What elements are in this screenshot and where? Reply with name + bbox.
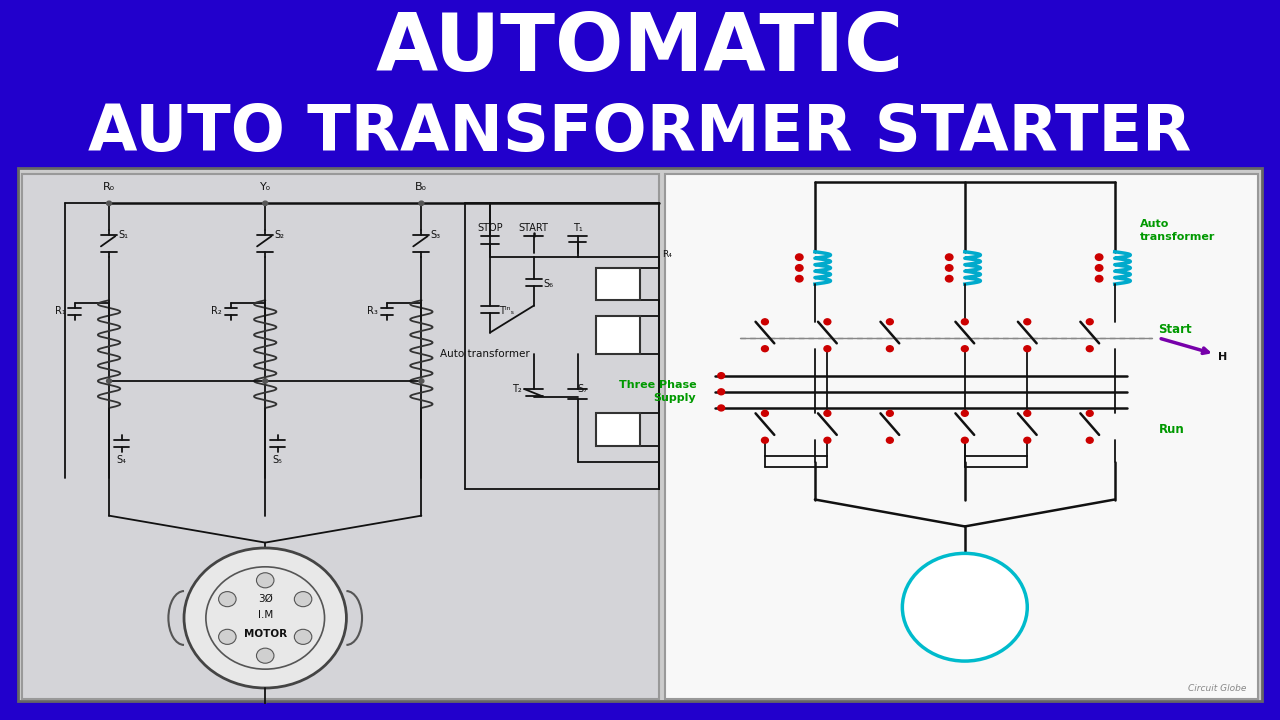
Circle shape: [796, 265, 803, 271]
Circle shape: [961, 319, 968, 325]
Circle shape: [718, 373, 724, 379]
Text: AUTO TRANSFORMER STARTER: AUTO TRANSFORMER STARTER: [88, 102, 1192, 164]
Circle shape: [1024, 346, 1030, 351]
Text: Tᴵⁿₛ: Tᴵⁿₛ: [499, 306, 515, 316]
Circle shape: [262, 379, 268, 383]
Text: S₅: S₅: [273, 455, 283, 465]
Text: S₆: S₆: [543, 279, 553, 289]
Text: Three Phase
Supply: Three Phase Supply: [618, 380, 696, 403]
Circle shape: [824, 410, 831, 416]
Circle shape: [824, 346, 831, 351]
Circle shape: [294, 592, 312, 607]
Circle shape: [902, 554, 1028, 661]
Bar: [596, 268, 640, 300]
Circle shape: [1096, 276, 1103, 282]
Text: R₁: R₁: [55, 306, 65, 316]
Bar: [22, 174, 659, 699]
Circle shape: [762, 410, 768, 416]
Circle shape: [1024, 437, 1030, 444]
Circle shape: [762, 437, 768, 444]
Circle shape: [946, 276, 952, 282]
Text: T₁: T₁: [572, 222, 582, 233]
Text: Auto
transformer: Auto transformer: [1139, 219, 1215, 242]
Circle shape: [887, 410, 893, 416]
Text: I.M: I.M: [257, 611, 273, 621]
Text: STOP: STOP: [477, 222, 503, 233]
Circle shape: [1096, 265, 1103, 271]
Text: Start: Start: [1158, 323, 1192, 336]
Polygon shape: [191, 704, 340, 720]
Circle shape: [796, 254, 803, 261]
Circle shape: [1087, 437, 1093, 444]
Text: START: START: [518, 222, 549, 233]
Text: Circuit Globe: Circuit Globe: [1188, 685, 1245, 693]
Circle shape: [824, 319, 831, 325]
Circle shape: [824, 437, 831, 444]
Circle shape: [184, 548, 347, 688]
Text: Run: Run: [1158, 423, 1184, 436]
Circle shape: [762, 319, 768, 325]
Circle shape: [946, 265, 952, 271]
Text: S₁: S₁: [119, 230, 128, 240]
Text: R₄: R₄: [662, 250, 672, 259]
Text: MOTOR: MOTOR: [243, 629, 287, 639]
Circle shape: [796, 276, 803, 282]
Circle shape: [1087, 319, 1093, 325]
Text: Motor: Motor: [942, 600, 988, 614]
Circle shape: [106, 379, 111, 383]
Text: S₄: S₄: [116, 455, 127, 465]
Bar: [596, 413, 640, 446]
Circle shape: [106, 201, 111, 205]
Circle shape: [762, 346, 768, 351]
Circle shape: [946, 254, 952, 261]
Circle shape: [718, 405, 724, 411]
Circle shape: [887, 346, 893, 351]
Text: R: R: [614, 423, 622, 436]
Text: Auto transformer: Auto transformer: [440, 349, 530, 359]
Circle shape: [219, 592, 236, 607]
Circle shape: [1024, 319, 1030, 325]
Circle shape: [219, 629, 236, 644]
Circle shape: [1087, 410, 1093, 416]
Text: Yₒ: Yₒ: [260, 182, 271, 192]
Text: T: T: [614, 329, 622, 342]
Circle shape: [256, 572, 274, 588]
Bar: [596, 316, 640, 354]
Circle shape: [718, 389, 724, 395]
Circle shape: [961, 437, 968, 444]
Circle shape: [1096, 254, 1103, 261]
Circle shape: [419, 201, 424, 205]
Text: 3Ø: 3Ø: [257, 594, 273, 604]
Text: T₂: T₂: [512, 384, 521, 394]
Circle shape: [887, 319, 893, 325]
Circle shape: [294, 629, 312, 644]
Circle shape: [961, 410, 968, 416]
Circle shape: [419, 379, 424, 383]
Text: Rₒ: Rₒ: [102, 182, 115, 192]
Bar: [666, 174, 1258, 699]
Circle shape: [256, 648, 274, 663]
Text: S₂: S₂: [275, 230, 284, 240]
Text: S: S: [614, 278, 622, 291]
Text: R₂: R₂: [211, 306, 221, 316]
Circle shape: [1024, 410, 1030, 416]
Text: R₃: R₃: [367, 306, 378, 316]
Circle shape: [1087, 346, 1093, 351]
Text: S₃: S₃: [431, 230, 440, 240]
Circle shape: [262, 201, 268, 205]
Circle shape: [961, 346, 968, 351]
Text: H: H: [1217, 352, 1228, 361]
Text: Bₒ: Bₒ: [415, 182, 428, 192]
Circle shape: [887, 437, 893, 444]
Text: AUTOMATIC: AUTOMATIC: [376, 9, 904, 88]
Text: S₇: S₇: [577, 384, 588, 394]
